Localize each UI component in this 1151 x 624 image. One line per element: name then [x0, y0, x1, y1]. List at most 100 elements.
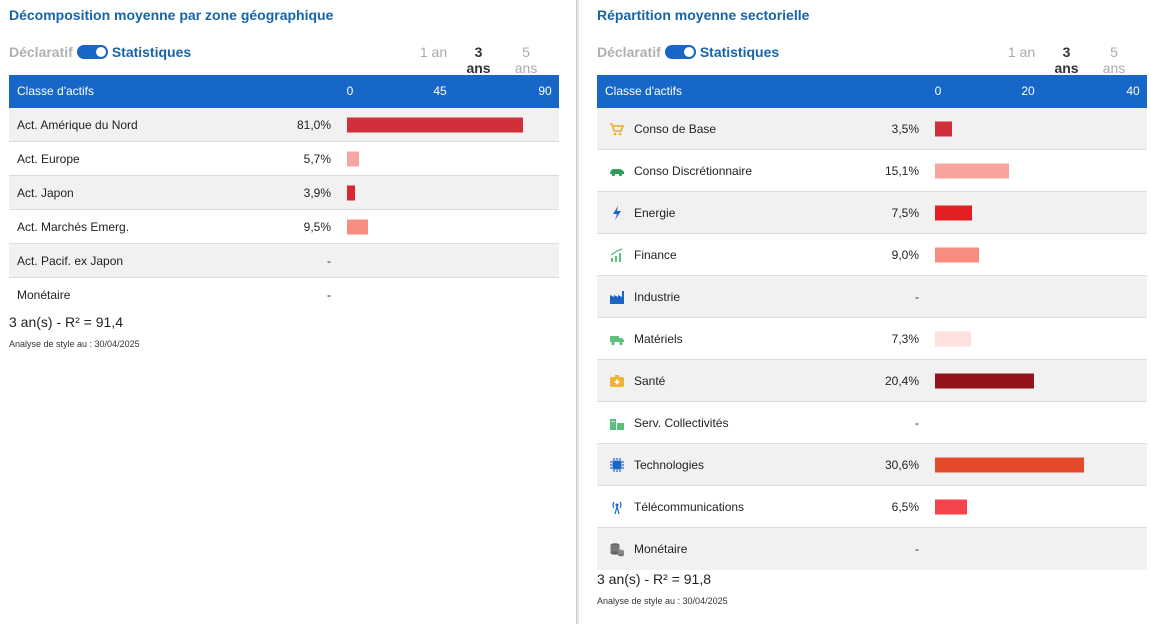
bar-conso-de-base [935, 121, 953, 136]
bar-act-europe [347, 151, 360, 166]
allocation-table: Act. Amérique du Nord 81,0% Act. Europe 5,7… [9, 108, 559, 312]
bar-finance [935, 247, 979, 262]
column-header-label: Classe d'actifs [17, 84, 94, 98]
truck-icon [609, 331, 625, 347]
row-value: 7,3% [891, 331, 919, 346]
axis-tick-label: 40 [1126, 84, 1140, 98]
lightning-icon [609, 205, 625, 221]
statistiques-label[interactable]: Statistiques [699, 44, 780, 60]
data-source-toggle[interactable]: Déclaratif Statistiques [9, 44, 191, 60]
r-squared-text: 3 an(s) - R² = 91,4 [9, 314, 123, 330]
growth-chart-icon [609, 247, 625, 263]
column-header-label: Classe d'actifs [605, 84, 682, 98]
row-label: Serv. Collectivités [634, 415, 729, 430]
row-label: Finance [634, 247, 677, 262]
row-label: Energie [634, 205, 676, 220]
row-label: Santé [634, 373, 666, 388]
row-value: 5,7% [303, 151, 331, 166]
axis-tick-label: 90 [538, 84, 552, 98]
row-label: Matériels [634, 331, 683, 346]
table-row: Act. Europe 5,7% [9, 142, 559, 176]
bar-act-amerique-du-nord [347, 117, 523, 132]
table-row: Act. Pacif. ex Japon - [9, 244, 559, 278]
bar-conso-discretionnaire [935, 163, 1009, 178]
row-value: 7,5% [891, 205, 919, 220]
panel-title: Décomposition moyenne par zone géographi… [9, 7, 334, 23]
row-label: Act. Japon [17, 185, 74, 200]
factory-icon [609, 289, 625, 305]
bar-energie [935, 205, 972, 220]
toggle-switch[interactable] [76, 45, 108, 59]
toggle-knob [683, 47, 694, 57]
axis-tick-label: 45 [433, 84, 447, 98]
table-row: Finance 9,0% [597, 234, 1147, 276]
coins-icon [609, 541, 625, 557]
row-value: 3,5% [891, 121, 919, 136]
row-label: Act. Pacif. ex Japon [17, 253, 124, 268]
bar-act-marches-emerg [347, 219, 368, 234]
row-value: 15,1% [884, 163, 919, 178]
row-label: Act. Amérique du Nord [17, 117, 138, 132]
bar-act-japon [347, 185, 356, 200]
table-row: Santé 20,4% [597, 360, 1147, 402]
row-value: 20,4% [884, 373, 919, 388]
buildings-icon [609, 415, 625, 431]
row-value: 81,0% [296, 117, 331, 132]
row-label: Industrie [634, 289, 681, 304]
row-label: Technologies [634, 457, 705, 472]
toggle-switch[interactable] [664, 45, 696, 59]
statistiques-label[interactable]: Statistiques [111, 44, 192, 60]
panel-title: Répartition moyenne sectorielle [597, 7, 810, 23]
table-row: Monétaire - [597, 528, 1147, 570]
table-row: Télécommunications 6,5% [597, 486, 1147, 528]
table-row: Act. Marchés Emerg. 9,5% [9, 210, 559, 244]
row-label: Act. Marchés Emerg. [17, 219, 130, 234]
period-tabs: 1 an 3 ans 5 ans [415, 43, 547, 82]
table-row: Act. Amérique du Nord 81,0% [9, 108, 559, 142]
row-value: 30,6% [884, 457, 919, 472]
table-row: Conso de Base 3,5% [597, 108, 1147, 150]
declaratif-label[interactable]: Déclaratif [597, 44, 661, 60]
table-row: Technologies 30,6% [597, 444, 1147, 486]
chip-icon [609, 457, 625, 473]
row-value: - [327, 253, 331, 268]
row-label: Conso Discrétionnaire [634, 163, 753, 178]
table-row: Energie 7,5% [597, 192, 1147, 234]
row-label: Conso de Base [634, 121, 717, 136]
data-source-toggle[interactable]: Déclaratif Statistiques [597, 44, 779, 60]
allocation-table: Conso de Base 3,5% Conso Discrétionnaire 15… [597, 108, 1147, 570]
row-label: Act. Europe [17, 151, 80, 166]
antenna-icon [609, 499, 625, 515]
table-row: Industrie - [597, 276, 1147, 318]
table-header: Classe d'actifs 0 45 90 [9, 75, 559, 108]
toggle-knob [95, 47, 106, 57]
row-value: 3,9% [303, 185, 331, 200]
row-label: Monétaire [17, 288, 71, 302]
row-value: 9,0% [891, 247, 919, 262]
analysis-date-text: Analyse de style au : 30/04/2025 [597, 596, 728, 606]
axis-tick-label: 0 [346, 84, 354, 98]
panel-divider [576, 0, 579, 624]
row-value: - [327, 288, 331, 302]
cart-icon [609, 121, 625, 137]
row-value: - [915, 289, 919, 304]
table-header: Classe d'actifs 0 20 40 [597, 75, 1147, 108]
bar-technologies [935, 457, 1085, 472]
table-row: Conso Discrétionnaire 15,1% [597, 150, 1147, 192]
bar-materiels [935, 331, 971, 346]
axis-tick-label: 0 [934, 84, 942, 98]
table-row: Matériels 7,3% [597, 318, 1147, 360]
r-squared-text: 3 an(s) - R² = 91,8 [597, 571, 711, 587]
row-value: - [915, 542, 919, 556]
row-value: 9,5% [303, 219, 331, 234]
table-row: Serv. Collectivités - [597, 402, 1147, 444]
car-icon [609, 163, 625, 179]
row-value: - [915, 415, 919, 430]
analysis-date-text: Analyse de style au : 30/04/2025 [9, 339, 140, 349]
row-label: Télécommunications [634, 499, 745, 514]
table-row: Act. Japon 3,9% [9, 176, 559, 210]
axis-tick-label: 20 [1021, 84, 1035, 98]
declaratif-label[interactable]: Déclaratif [9, 44, 73, 60]
row-label: Monétaire [634, 542, 688, 556]
row-value: 6,5% [891, 499, 919, 514]
